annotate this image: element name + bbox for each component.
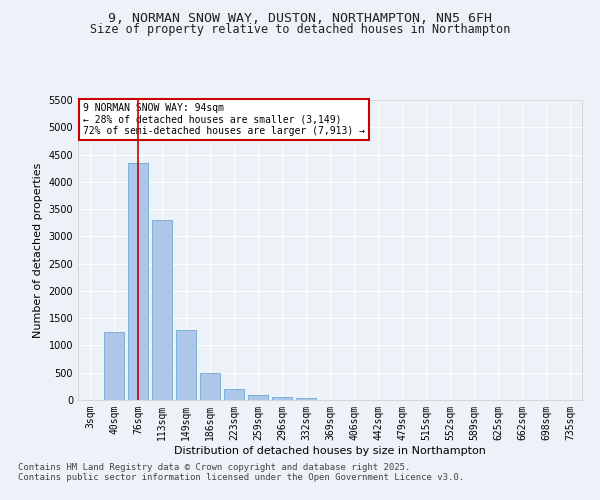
Text: Size of property relative to detached houses in Northampton: Size of property relative to detached ho… <box>90 23 510 36</box>
Bar <box>128 162 148 400</box>
Text: Contains public sector information licensed under the Open Government Licence v3: Contains public sector information licen… <box>18 472 464 482</box>
X-axis label: Distribution of detached houses by size in Northampton: Distribution of detached houses by size … <box>174 446 486 456</box>
Text: Contains HM Land Registry data © Crown copyright and database right 2025.: Contains HM Land Registry data © Crown c… <box>18 462 410 471</box>
Y-axis label: Number of detached properties: Number of detached properties <box>33 162 43 338</box>
Bar <box>200 372 220 400</box>
Bar <box>248 396 268 400</box>
Bar <box>296 398 316 400</box>
Bar <box>176 330 196 400</box>
Bar <box>152 220 172 400</box>
Bar <box>104 332 124 400</box>
Bar <box>224 388 244 400</box>
Text: 9 NORMAN SNOW WAY: 94sqm
← 28% of detached houses are smaller (3,149)
72% of sem: 9 NORMAN SNOW WAY: 94sqm ← 28% of detach… <box>83 103 365 136</box>
Text: 9, NORMAN SNOW WAY, DUSTON, NORTHAMPTON, NN5 6FH: 9, NORMAN SNOW WAY, DUSTON, NORTHAMPTON,… <box>108 12 492 26</box>
Bar <box>272 398 292 400</box>
